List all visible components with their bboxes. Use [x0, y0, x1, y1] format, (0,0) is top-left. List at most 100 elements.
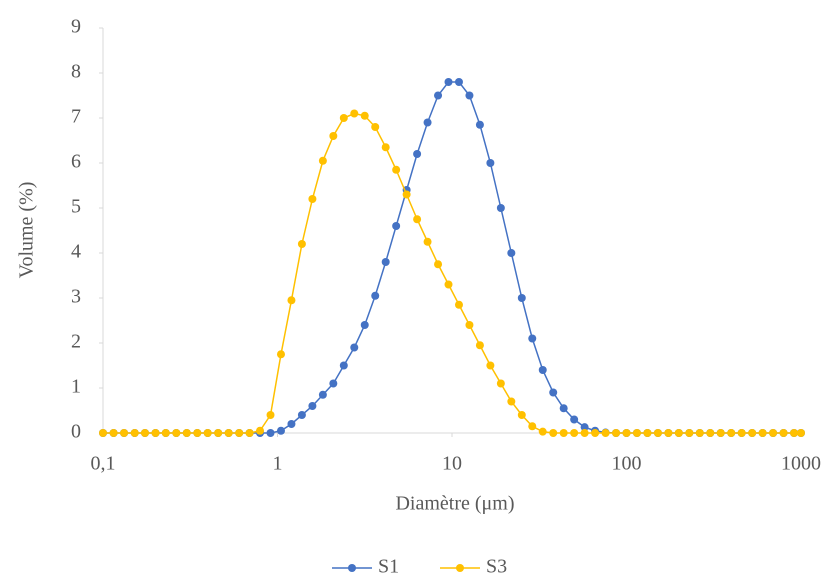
data-point	[413, 215, 422, 224]
data-point	[779, 429, 788, 437]
data-point	[454, 300, 463, 309]
data-point	[591, 429, 600, 437]
data-point	[769, 429, 778, 437]
data-point	[517, 294, 526, 302]
data-point	[161, 429, 170, 437]
data-point	[727, 429, 736, 437]
x-tick-label: 1	[273, 453, 283, 475]
data-point	[381, 258, 390, 266]
x-tick-label: 10	[442, 453, 462, 475]
data-point	[235, 429, 244, 437]
data-point	[748, 429, 757, 437]
x-tick-label: 100	[612, 453, 642, 475]
data-point	[287, 420, 296, 428]
data-point	[182, 429, 191, 437]
y-tick-label: 9	[71, 16, 81, 38]
data-point	[737, 429, 746, 437]
data-point	[444, 78, 453, 86]
data-point	[465, 321, 474, 329]
data-point	[140, 429, 149, 437]
data-point	[528, 334, 537, 343]
data-point	[486, 361, 495, 370]
data-point	[308, 402, 317, 410]
data-point	[580, 429, 589, 437]
data-point	[622, 429, 631, 437]
data-point	[151, 429, 160, 437]
data-point	[120, 429, 129, 437]
data-point	[538, 427, 547, 436]
data-point	[224, 429, 233, 437]
data-point	[496, 204, 505, 212]
data-point	[507, 249, 516, 257]
data-point	[538, 366, 547, 374]
data-point	[570, 429, 579, 437]
data-point	[423, 237, 432, 246]
data-point	[402, 190, 411, 199]
data-point	[360, 111, 369, 120]
data-point	[297, 411, 306, 419]
data-point	[350, 109, 359, 118]
x-axis-title: Diamètre (μm)	[395, 493, 514, 515]
data-point	[434, 91, 443, 100]
data-point	[350, 343, 359, 352]
legend-label: S1	[378, 556, 399, 578]
data-point	[256, 426, 265, 435]
data-point	[245, 429, 254, 437]
data-point	[685, 429, 694, 437]
data-point	[528, 422, 537, 431]
data-point	[371, 291, 380, 300]
y-axis-title: Volume (%)	[16, 182, 38, 279]
data-point	[797, 429, 805, 437]
y-tick-label: 3	[71, 286, 81, 308]
data-point	[465, 91, 474, 100]
data-point	[318, 156, 327, 165]
legend-marker	[456, 564, 464, 572]
y-tick-label: 6	[71, 151, 81, 173]
data-point	[454, 78, 463, 86]
data-point	[381, 143, 390, 152]
data-point	[496, 379, 505, 388]
x-tick-label: 0,1	[91, 453, 116, 475]
data-point	[664, 429, 673, 437]
data-point	[203, 429, 212, 437]
data-point	[444, 280, 453, 289]
data-point	[674, 429, 683, 437]
data-point	[695, 429, 704, 437]
data-point	[475, 341, 484, 350]
data-point	[549, 429, 558, 437]
data-point	[276, 350, 285, 359]
data-point	[339, 114, 348, 122]
data-point	[517, 411, 526, 419]
data-point	[570, 415, 579, 424]
x-tick-label: 1000	[781, 453, 821, 475]
data-point	[329, 132, 338, 140]
data-point	[475, 120, 484, 129]
data-point	[423, 118, 432, 127]
data-point	[109, 429, 118, 437]
data-point	[214, 429, 223, 437]
data-point	[549, 388, 558, 397]
data-point	[266, 411, 275, 419]
y-tick-label: 0	[71, 421, 81, 443]
data-point	[434, 260, 443, 269]
data-point	[172, 429, 181, 437]
series-line	[103, 81, 801, 434]
data-point	[371, 123, 380, 131]
y-tick-label: 5	[71, 196, 81, 218]
data-point	[193, 429, 202, 437]
data-point	[706, 429, 715, 437]
data-point	[559, 429, 568, 437]
data-point	[758, 429, 767, 437]
data-point	[392, 222, 401, 230]
data-point	[308, 195, 317, 203]
data-point	[507, 397, 516, 406]
data-point	[632, 429, 641, 437]
data-point	[580, 423, 589, 432]
data-point	[360, 321, 369, 329]
legend-label: S3	[486, 556, 507, 578]
series-line	[103, 112, 801, 434]
data-point	[716, 429, 725, 437]
data-point	[99, 429, 107, 437]
data-point	[339, 361, 348, 370]
